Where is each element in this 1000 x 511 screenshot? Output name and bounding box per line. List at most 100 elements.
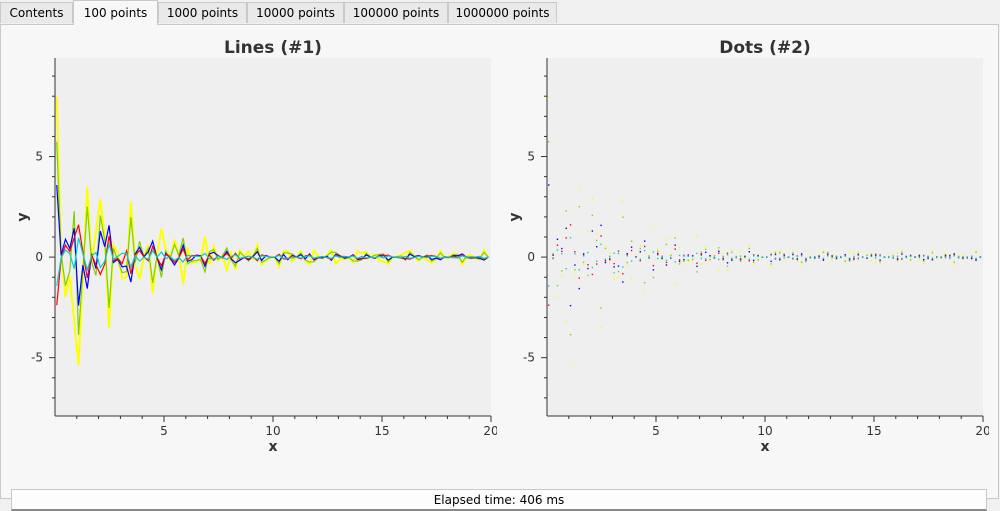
scatter-dot xyxy=(609,252,611,254)
scatter-dot xyxy=(657,253,659,256)
scatter-dot xyxy=(718,247,720,249)
dots-plot[interactable]: Dots (#2) 5 10 15 20 -5 0 5 x y xyxy=(493,25,989,463)
scatter-dot xyxy=(643,250,646,252)
scatter-dot xyxy=(561,250,563,253)
scatter-dot xyxy=(953,253,955,255)
scatter-dot xyxy=(635,256,637,258)
scatter-dot xyxy=(844,261,846,264)
scatter-dot xyxy=(705,258,707,260)
scatter-dot xyxy=(665,259,668,261)
chart-title: Dots (#2) xyxy=(719,38,811,58)
plot-area xyxy=(547,58,983,416)
tab-contents[interactable]: Contents xyxy=(0,2,73,23)
tab-10000-points[interactable]: 10000 points xyxy=(247,2,344,23)
scatter-dot xyxy=(578,186,580,188)
scatter-dot xyxy=(962,254,964,256)
scatter-dot xyxy=(665,243,668,246)
scatter-dot xyxy=(870,255,873,258)
scatter-dot xyxy=(657,257,659,260)
scatter-dot xyxy=(617,276,620,278)
scatter-dot xyxy=(678,246,681,249)
scatter-dot xyxy=(587,264,589,266)
scatter-dot xyxy=(587,251,589,254)
scatter-dot xyxy=(626,254,628,256)
scatter-dot xyxy=(770,260,772,263)
scatter-dot xyxy=(596,233,598,235)
scatter-dot xyxy=(652,269,655,271)
scatter-dot xyxy=(657,250,659,252)
scatter-dot xyxy=(718,252,720,254)
x-tick-label: 15 xyxy=(374,424,389,438)
scatter-dot xyxy=(831,258,833,261)
tab-100000-points[interactable]: 100000 points xyxy=(344,2,448,23)
scatter-dot xyxy=(857,251,860,253)
scatter-dot xyxy=(552,251,554,254)
scatter-dot xyxy=(683,255,685,257)
scatter-dot xyxy=(713,256,716,259)
scatter-dot xyxy=(569,304,572,307)
scatter-dot xyxy=(757,260,759,262)
scatter-dot xyxy=(792,252,794,254)
scatter-dot xyxy=(752,259,755,262)
scatter-dot xyxy=(800,261,803,263)
scatter-dot xyxy=(927,257,929,259)
scatter-dot xyxy=(582,261,585,263)
scatter-dot xyxy=(731,259,733,261)
tab-1000000-points[interactable]: 1000000 points xyxy=(448,2,557,23)
scatter-dot xyxy=(643,291,646,294)
scatter-dot xyxy=(822,257,825,260)
scatter-dot xyxy=(600,224,602,227)
scatter-dot xyxy=(975,249,977,252)
scatter-dot xyxy=(783,255,785,257)
scatter-dot xyxy=(670,254,672,257)
scatter-dot xyxy=(639,247,642,250)
y-tick-label: -5 xyxy=(523,351,535,365)
scatter-dot xyxy=(687,260,689,263)
scatter-dot xyxy=(883,256,886,258)
scatter-dot xyxy=(936,256,938,258)
scatter-dot xyxy=(691,259,694,261)
scatter-dot xyxy=(678,260,681,263)
scatter-dot xyxy=(735,256,737,258)
scatter-dot xyxy=(875,255,877,257)
scatter-dot xyxy=(565,320,567,322)
scatter-dot xyxy=(582,255,585,257)
scatter-dot xyxy=(643,245,646,248)
scatter-dot xyxy=(622,200,624,203)
scatter-dot xyxy=(949,256,951,259)
scatter-dot xyxy=(687,255,689,258)
scatter-dot xyxy=(931,252,934,254)
scatter-dot xyxy=(896,252,899,254)
scatter-dot xyxy=(774,253,777,256)
scatter-dot xyxy=(870,253,873,256)
scatter-dot xyxy=(796,255,798,258)
tab-100-points[interactable]: 100 points xyxy=(73,0,158,25)
scatter-dot xyxy=(739,250,742,253)
scatter-dot xyxy=(665,264,668,266)
x-tick-label: 20 xyxy=(975,424,989,438)
scatter-dot xyxy=(569,237,572,239)
scatter-dot xyxy=(652,251,655,253)
lines-plot[interactable]: Lines (#1) 5 10 15 20 -5 0 5 x y xyxy=(1,25,497,463)
plot-area xyxy=(55,58,491,416)
scatter-dot xyxy=(731,249,733,251)
scatter-dot xyxy=(940,256,942,258)
scatter-dot xyxy=(556,244,559,246)
scatter-dot xyxy=(770,265,772,268)
scatter-dot xyxy=(574,274,576,276)
tab-1000-points[interactable]: 1000 points xyxy=(158,2,247,23)
scatter-dot xyxy=(844,260,846,262)
scatter-dot xyxy=(630,240,633,242)
scatter-dot xyxy=(574,253,576,255)
scatter-dot xyxy=(918,254,921,256)
scatter-dot xyxy=(792,257,794,259)
scatter-dot xyxy=(587,274,589,277)
series-line xyxy=(56,237,489,287)
scatter-dot xyxy=(696,235,698,238)
y-tick-label: 0 xyxy=(527,250,535,264)
scatter-dot xyxy=(622,216,624,218)
scatter-dot xyxy=(805,250,807,252)
scatter-dot xyxy=(565,237,567,239)
scatter-dot xyxy=(596,263,598,265)
tab-panel: Lines (#1) 5 10 15 20 -5 0 5 x y Dots (#2) 5 10 15 20… xyxy=(0,24,999,511)
